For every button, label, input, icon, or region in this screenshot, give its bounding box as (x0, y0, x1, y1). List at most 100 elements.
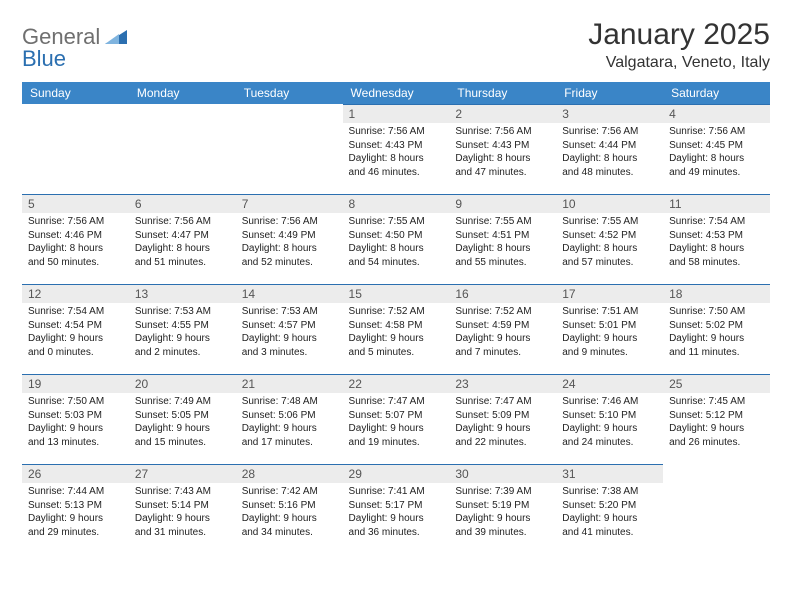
day-details: Sunrise: 7:55 AMSunset: 4:50 PMDaylight:… (343, 213, 450, 273)
calendar-cell (663, 464, 770, 554)
day-line: and 48 minutes. (562, 166, 657, 180)
calendar-cell (22, 104, 129, 194)
day-line: Sunrise: 7:48 AM (242, 395, 337, 409)
day-details: Sunrise: 7:54 AMSunset: 4:53 PMDaylight:… (663, 213, 770, 273)
calendar-table: Sunday Monday Tuesday Wednesday Thursday… (22, 82, 770, 554)
day-line: Sunset: 5:13 PM (28, 499, 123, 513)
day-line: and 11 minutes. (669, 346, 764, 360)
day-line: Sunrise: 7:56 AM (28, 215, 123, 229)
day-line: and 58 minutes. (669, 256, 764, 270)
day-details: Sunrise: 7:56 AMSunset: 4:44 PMDaylight:… (556, 123, 663, 183)
calendar-cell: 6Sunrise: 7:56 AMSunset: 4:47 PMDaylight… (129, 194, 236, 284)
day-details: Sunrise: 7:55 AMSunset: 4:51 PMDaylight:… (449, 213, 556, 273)
day-line: Sunrise: 7:54 AM (28, 305, 123, 319)
calendar-week-row: 1Sunrise: 7:56 AMSunset: 4:43 PMDaylight… (22, 104, 770, 194)
day-line: Sunrise: 7:56 AM (669, 125, 764, 139)
weekday-thursday: Thursday (449, 82, 556, 104)
day-details: Sunrise: 7:56 AMSunset: 4:45 PMDaylight:… (663, 123, 770, 183)
calendar-cell: 25Sunrise: 7:45 AMSunset: 5:12 PMDayligh… (663, 374, 770, 464)
day-number: 11 (663, 194, 770, 213)
day-number: 3 (556, 104, 663, 123)
day-line: Sunset: 4:44 PM (562, 139, 657, 153)
logo-triangle-icon (105, 26, 127, 49)
calendar-cell: 2Sunrise: 7:56 AMSunset: 4:43 PMDaylight… (449, 104, 556, 194)
calendar-cell: 29Sunrise: 7:41 AMSunset: 5:17 PMDayligh… (343, 464, 450, 554)
calendar-cell: 11Sunrise: 7:54 AMSunset: 4:53 PMDayligh… (663, 194, 770, 284)
day-line: Sunrise: 7:52 AM (349, 305, 444, 319)
day-line: Daylight: 9 hours (562, 332, 657, 346)
day-line: Sunset: 5:06 PM (242, 409, 337, 423)
weekday-tuesday: Tuesday (236, 82, 343, 104)
day-line: and 22 minutes. (455, 436, 550, 450)
day-line: Sunset: 5:07 PM (349, 409, 444, 423)
day-line: Sunrise: 7:41 AM (349, 485, 444, 499)
day-number: 31 (556, 464, 663, 483)
day-line: Sunrise: 7:54 AM (669, 215, 764, 229)
day-line: Sunset: 5:10 PM (562, 409, 657, 423)
day-line: and 34 minutes. (242, 526, 337, 540)
day-number: 23 (449, 374, 556, 393)
day-details: Sunrise: 7:44 AMSunset: 5:13 PMDaylight:… (22, 483, 129, 543)
calendar-cell: 24Sunrise: 7:46 AMSunset: 5:10 PMDayligh… (556, 374, 663, 464)
calendar-cell: 8Sunrise: 7:55 AMSunset: 4:50 PMDaylight… (343, 194, 450, 284)
day-details: Sunrise: 7:50 AMSunset: 5:02 PMDaylight:… (663, 303, 770, 363)
day-line: Daylight: 9 hours (455, 512, 550, 526)
day-line: Daylight: 8 hours (669, 242, 764, 256)
day-number: 10 (556, 194, 663, 213)
day-line: Daylight: 8 hours (669, 152, 764, 166)
day-details: Sunrise: 7:52 AMSunset: 4:59 PMDaylight:… (449, 303, 556, 363)
day-line: and 2 minutes. (135, 346, 230, 360)
calendar-cell: 5Sunrise: 7:56 AMSunset: 4:46 PMDaylight… (22, 194, 129, 284)
day-number: 20 (129, 374, 236, 393)
day-line: Sunset: 5:16 PM (242, 499, 337, 513)
day-line: Sunset: 5:01 PM (562, 319, 657, 333)
calendar-cell: 17Sunrise: 7:51 AMSunset: 5:01 PMDayligh… (556, 284, 663, 374)
day-details: Sunrise: 7:51 AMSunset: 5:01 PMDaylight:… (556, 303, 663, 363)
day-number: 19 (22, 374, 129, 393)
day-number: 16 (449, 284, 556, 303)
weekday-saturday: Saturday (663, 82, 770, 104)
day-line: and 39 minutes. (455, 526, 550, 540)
day-details: Sunrise: 7:52 AMSunset: 4:58 PMDaylight:… (343, 303, 450, 363)
day-line: Sunrise: 7:56 AM (242, 215, 337, 229)
calendar-cell: 16Sunrise: 7:52 AMSunset: 4:59 PMDayligh… (449, 284, 556, 374)
day-details: Sunrise: 7:55 AMSunset: 4:52 PMDaylight:… (556, 213, 663, 273)
day-line: Daylight: 9 hours (669, 332, 764, 346)
calendar-cell: 20Sunrise: 7:49 AMSunset: 5:05 PMDayligh… (129, 374, 236, 464)
day-number: 15 (343, 284, 450, 303)
day-line: and 51 minutes. (135, 256, 230, 270)
day-line: Sunrise: 7:55 AM (562, 215, 657, 229)
day-number: 27 (129, 464, 236, 483)
day-line: Daylight: 9 hours (28, 422, 123, 436)
day-line: Sunset: 4:57 PM (242, 319, 337, 333)
calendar-week-row: 5Sunrise: 7:56 AMSunset: 4:46 PMDaylight… (22, 194, 770, 284)
day-number: 2 (449, 104, 556, 123)
day-line: and 13 minutes. (28, 436, 123, 450)
day-number: 12 (22, 284, 129, 303)
day-line: Sunset: 4:43 PM (349, 139, 444, 153)
day-number: 8 (343, 194, 450, 213)
calendar-cell: 4Sunrise: 7:56 AMSunset: 4:45 PMDaylight… (663, 104, 770, 194)
day-line: Sunset: 4:50 PM (349, 229, 444, 243)
day-line: Sunrise: 7:50 AM (669, 305, 764, 319)
calendar-cell: 10Sunrise: 7:55 AMSunset: 4:52 PMDayligh… (556, 194, 663, 284)
calendar-cell: 13Sunrise: 7:53 AMSunset: 4:55 PMDayligh… (129, 284, 236, 374)
calendar-week-row: 12Sunrise: 7:54 AMSunset: 4:54 PMDayligh… (22, 284, 770, 374)
day-line: Daylight: 9 hours (669, 422, 764, 436)
day-details: Sunrise: 7:50 AMSunset: 5:03 PMDaylight:… (22, 393, 129, 453)
day-line: Sunrise: 7:38 AM (562, 485, 657, 499)
day-number: 28 (236, 464, 343, 483)
day-line: Daylight: 9 hours (242, 512, 337, 526)
day-details: Sunrise: 7:56 AMSunset: 4:47 PMDaylight:… (129, 213, 236, 273)
day-number: 26 (22, 464, 129, 483)
day-line: Daylight: 9 hours (135, 512, 230, 526)
day-number: 24 (556, 374, 663, 393)
day-line: Daylight: 9 hours (562, 422, 657, 436)
day-line: Sunrise: 7:52 AM (455, 305, 550, 319)
day-line: Sunrise: 7:56 AM (562, 125, 657, 139)
calendar-week-row: 19Sunrise: 7:50 AMSunset: 5:03 PMDayligh… (22, 374, 770, 464)
day-line: Sunrise: 7:56 AM (455, 125, 550, 139)
day-line: and 31 minutes. (135, 526, 230, 540)
weekday-wednesday: Wednesday (343, 82, 450, 104)
day-line: Sunset: 4:46 PM (28, 229, 123, 243)
